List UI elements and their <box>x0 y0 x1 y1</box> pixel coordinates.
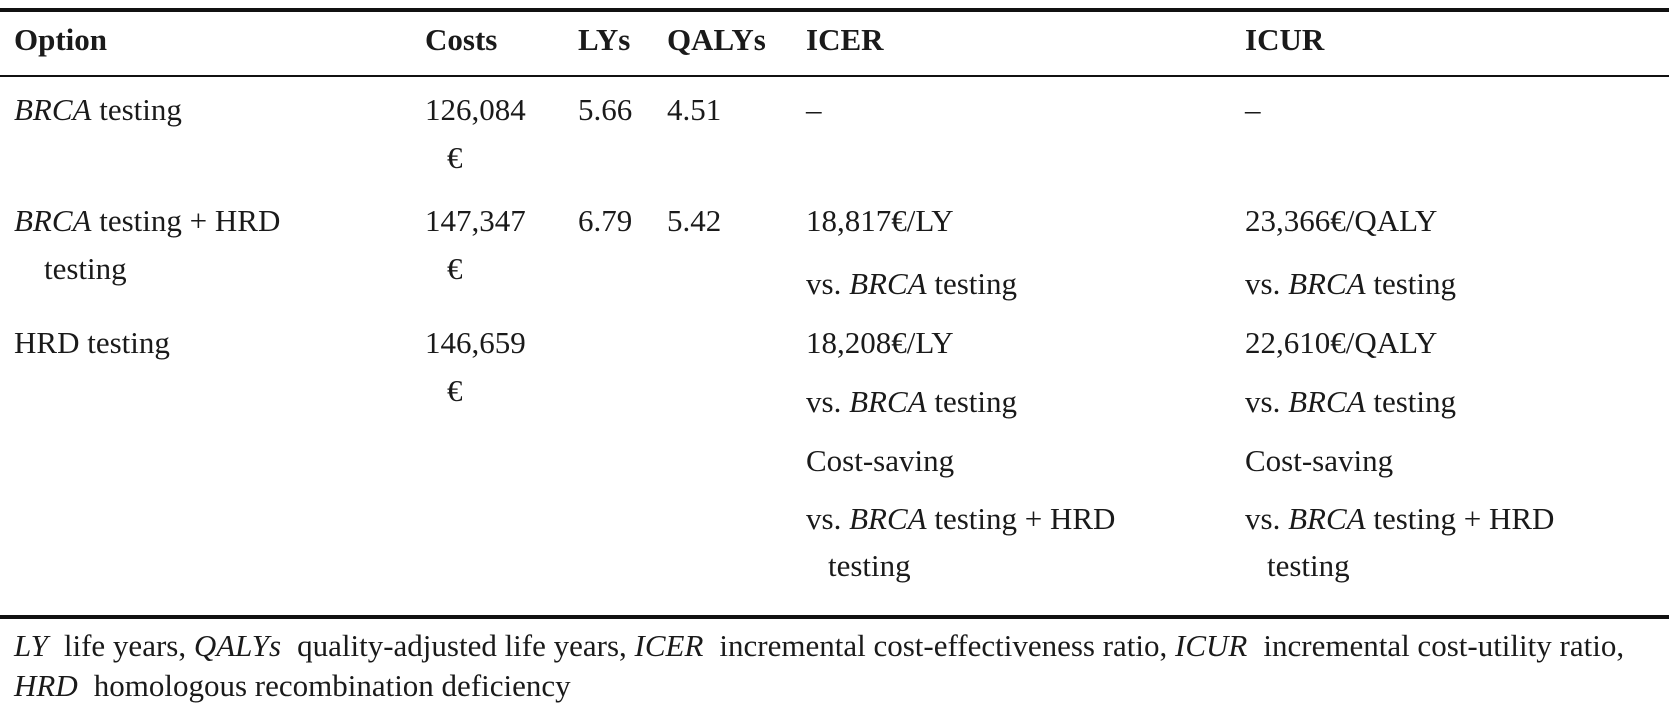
footnote-def: quality-adjusted life years, <box>297 628 627 663</box>
row-icur-comparator: vs. BRCA testing <box>1245 377 1456 427</box>
vs-rest: testing + HRD <box>926 501 1116 536</box>
vs-gene: BRCA <box>849 501 927 536</box>
header-option: Option <box>14 22 108 57</box>
option-rest: testing <box>91 92 182 127</box>
vs-gene: BRCA <box>849 266 927 301</box>
header-icer: ICER <box>806 22 884 57</box>
footnote-def: incremental cost-effectiveness ratio, <box>719 628 1168 663</box>
row-icer: – <box>806 92 822 127</box>
footnote-def: homologous recombination deficiency <box>93 668 571 703</box>
row-costs-unit: € <box>447 373 463 408</box>
header-qalys: QALYs <box>667 22 766 57</box>
option-gene: BRCA <box>14 92 92 127</box>
vs-prefix: vs. <box>1245 501 1289 536</box>
footnote-abbr: QALYs <box>193 628 282 663</box>
option-rest: testing + HRD <box>91 203 281 238</box>
vs-rest: testing <box>1365 384 1456 419</box>
row-icur-comparator-2-cont: testing <box>1267 548 1350 583</box>
option-gene: BRCA <box>14 203 92 238</box>
row-icur: – <box>1245 92 1261 127</box>
row-lys: 5.66 <box>578 92 633 127</box>
row-icer-saving: Cost-saving <box>806 443 955 478</box>
footnote-abbr: LY <box>14 628 48 663</box>
vs-prefix: vs. <box>1245 266 1289 301</box>
table-footnote: LY life years, QALYs quality-adjusted life… <box>14 626 1654 706</box>
vs-prefix: vs. <box>806 266 850 301</box>
vs-prefix: vs. <box>1245 384 1289 419</box>
row-option: HRD testing <box>14 325 170 360</box>
row-qalys: 5.42 <box>667 203 722 238</box>
header-costs: Costs <box>425 22 498 57</box>
vs-gene: BRCA <box>849 384 927 419</box>
row-costs: 126,084 <box>425 92 526 127</box>
row-costs-unit: € <box>447 251 463 286</box>
row-icur-saving: Cost-saving <box>1245 443 1394 478</box>
table-top-rule <box>0 8 1669 12</box>
row-qalys: 4.51 <box>667 92 722 127</box>
row-option: BRCA testing + HRD <box>14 196 280 246</box>
row-icer: 18,208€/LY <box>806 325 954 360</box>
vs-prefix: vs. <box>806 384 850 419</box>
row-icur-comparator: vs. BRCA testing <box>1245 259 1456 309</box>
row-icer-comparator: vs. BRCA testing <box>806 377 1017 427</box>
row-icer-comparator-2: vs. BRCA testing + HRD <box>806 494 1115 544</box>
row-icer: 18,817€/LY <box>806 203 954 238</box>
row-costs: 147,347 <box>425 203 526 238</box>
footnote-abbr: HRD <box>14 668 78 703</box>
row-icur-comparator-2: vs. BRCA testing + HRD <box>1245 494 1554 544</box>
row-option-cont: testing <box>44 251 127 286</box>
footnote-def: incremental cost-utility ratio, <box>1263 628 1625 663</box>
row-costs: 146,659 <box>425 325 526 360</box>
footnote-abbr: ICER <box>634 628 704 663</box>
row-lys: 6.79 <box>578 203 633 238</box>
vs-rest: testing <box>926 266 1017 301</box>
footnote-def: life years, <box>63 628 187 663</box>
row-icer-comparator-2-cont: testing <box>828 548 911 583</box>
footnote-abbr: ICUR <box>1175 628 1248 663</box>
row-icer-comparator: vs. BRCA testing <box>806 259 1017 309</box>
vs-prefix: vs. <box>806 501 850 536</box>
vs-gene: BRCA <box>1288 266 1366 301</box>
header-lys: LYs <box>578 22 631 57</box>
vs-gene: BRCA <box>1288 501 1366 536</box>
row-icur: 23,366€/QALY <box>1245 203 1438 238</box>
vs-rest: testing <box>1365 266 1456 301</box>
row-costs-unit: € <box>447 140 463 175</box>
row-icur: 22,610€/QALY <box>1245 325 1438 360</box>
vs-rest: testing + HRD <box>1365 501 1555 536</box>
table-bottom-rule <box>0 615 1669 619</box>
vs-rest: testing <box>926 384 1017 419</box>
table-header-rule <box>0 75 1669 77</box>
row-option: BRCA testing <box>14 85 182 135</box>
header-icur: ICUR <box>1245 22 1325 57</box>
vs-gene: BRCA <box>1288 384 1366 419</box>
